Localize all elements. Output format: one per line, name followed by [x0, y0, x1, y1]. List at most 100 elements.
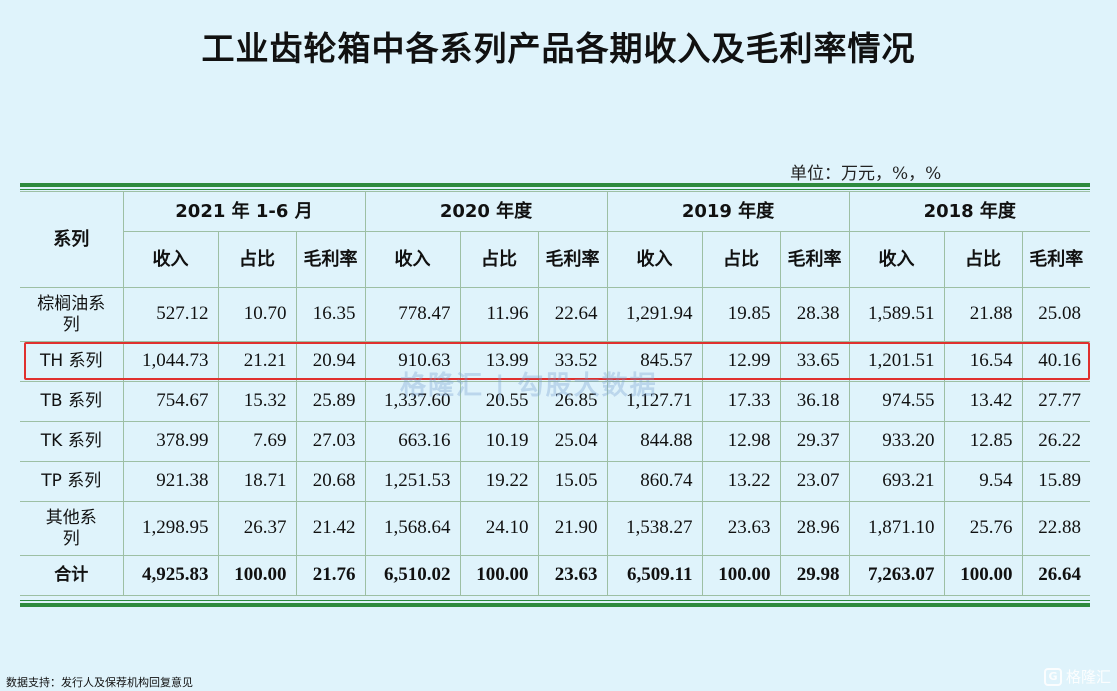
table-cell: 29.98 [779, 555, 850, 596]
table-cell: 27.03 [295, 421, 366, 462]
table-cell: 4,925.83 [122, 555, 219, 596]
table-cell: 10.70 [217, 287, 297, 342]
table-cell: 19.22 [459, 461, 539, 502]
table-cell: 24.10 [459, 501, 539, 556]
table-cell: 16.54 [943, 341, 1023, 382]
header-margin: 毛利率 [779, 231, 850, 288]
table-cell: 860.74 [606, 461, 703, 502]
page-title: 工业齿轮箱中各系列产品各期收入及毛利率情况 [201, 29, 916, 68]
table-cell: 15.05 [537, 461, 608, 502]
table-cell: 25.08 [1021, 287, 1091, 342]
table-bottom-rule [20, 603, 1090, 607]
table-cell: 15.32 [217, 381, 297, 422]
table-cell: 6,509.11 [606, 555, 703, 596]
table-cell: 21.21 [217, 341, 297, 382]
table-cell: 921.38 [122, 461, 219, 502]
table-cell: 26.37 [217, 501, 297, 556]
table-cell: 25.04 [537, 421, 608, 462]
table-cell: 12.85 [943, 421, 1023, 462]
table-cell: 13.42 [943, 381, 1023, 422]
table-cell: 910.63 [364, 341, 461, 382]
table-cell: 845.57 [606, 341, 703, 382]
table-cell: 1,251.53 [364, 461, 461, 502]
table-row: TH 系列 1,044.73 21.21 20.94 910.63 13.99 33.52 8… [20, 341, 1091, 382]
table-cell: 16.35 [295, 287, 366, 342]
table-cell: 28.96 [779, 501, 850, 556]
table-cell: 1,201.51 [848, 341, 945, 382]
table-row: TK 系列 378.99 7.69 27.03 663.16 10.19 25.04 844.… [20, 421, 1091, 462]
table-cell: 27.77 [1021, 381, 1091, 422]
header-revenue: 收入 [848, 231, 945, 288]
header-revenue: 收入 [364, 231, 461, 288]
table-cell: 36.18 [779, 381, 850, 422]
header-share: 占比 [217, 231, 297, 288]
table-cell: 21.88 [943, 287, 1023, 342]
table-bottom-rule-thin [20, 600, 1090, 601]
table-cell: 7,263.07 [848, 555, 945, 596]
table-cell: 17.33 [701, 381, 781, 422]
table-cell: 663.16 [364, 421, 461, 462]
table-cell: 693.21 [848, 461, 945, 502]
table-cell: 26.22 [1021, 421, 1091, 462]
table-row: TP 系列 921.38 18.71 20.68 1,251.53 19.22 15.05 8… [20, 461, 1091, 502]
logo-icon: G [1043, 667, 1062, 686]
table-cell: 21.42 [295, 501, 366, 556]
header-share: 占比 [459, 231, 539, 288]
table-cell: 20.68 [295, 461, 366, 502]
table-cell: 9.54 [943, 461, 1023, 502]
table-cell: 844.88 [606, 421, 703, 462]
table-cell: 22.64 [537, 287, 608, 342]
table-cell: 33.65 [779, 341, 850, 382]
table-cell: 7.69 [217, 421, 297, 462]
table-cell: 25.76 [943, 501, 1023, 556]
table-cell: 974.55 [848, 381, 945, 422]
header-period-2020: 2020 年度 [364, 191, 608, 232]
table-cell: 25.89 [295, 381, 366, 422]
source-note: 数据支持：发行人及保荐机构回复意见 [6, 676, 193, 689]
table-cell: 22.88 [1021, 501, 1091, 556]
table-cell: 754.67 [122, 381, 219, 422]
watermark: 格隆汇 | 勾股大数据 [400, 371, 658, 401]
unit-label: 单位：万元，%，% [790, 164, 942, 184]
table-row: TB 系列 754.67 15.32 25.89 1,337.60 20.55 26.85 1… [20, 381, 1091, 422]
table-cell: 6,510.02 [364, 555, 461, 596]
table-cell: 21.76 [295, 555, 366, 596]
row-label: TP 系列 [20, 461, 124, 502]
table-cell: 1,589.51 [848, 287, 945, 342]
table-cell: 1,538.27 [606, 501, 703, 556]
table-cell: 20.94 [295, 341, 366, 382]
table-cell: 13.99 [459, 341, 539, 382]
header-margin: 毛利率 [537, 231, 608, 288]
table-top-rule-thin [20, 189, 1090, 190]
table-cell: 378.99 [122, 421, 219, 462]
table-cell: 28.38 [779, 287, 850, 342]
table-cell: 527.12 [122, 287, 219, 342]
table-cell: 1,044.73 [122, 341, 219, 382]
row-label: TK 系列 [20, 421, 124, 462]
table-cell: 15.89 [1021, 461, 1091, 502]
table-cell: 26.64 [1021, 555, 1091, 596]
table-cell: 1,298.95 [122, 501, 219, 556]
header-period-2019: 2019 年度 [606, 191, 850, 232]
header-margin: 毛利率 [295, 231, 366, 288]
logo-text: 格隆汇 [1065, 668, 1111, 686]
table-cell: 100.00 [459, 555, 539, 596]
header-period-2018: 2018 年度 [848, 191, 1091, 232]
table-cell: 10.19 [459, 421, 539, 462]
table-cell: 1,337.60 [364, 381, 461, 422]
table-cell: 1,568.64 [364, 501, 461, 556]
table-cell: 778.47 [364, 287, 461, 342]
brand-logo: G 格隆汇 [1043, 666, 1111, 687]
table-cell: 40.16 [1021, 341, 1091, 382]
table-cell: 12.99 [701, 341, 781, 382]
table-cell: 12.98 [701, 421, 781, 462]
table-cell: 21.90 [537, 501, 608, 556]
table-cell: 100.00 [701, 555, 781, 596]
table-cell: 13.22 [701, 461, 781, 502]
header-share: 占比 [943, 231, 1023, 288]
table-top-rule [20, 183, 1090, 187]
table-cell: 29.37 [779, 421, 850, 462]
table-cell: 100.00 [217, 555, 297, 596]
table-cell: 11.96 [459, 287, 539, 342]
row-label: TH 系列 [20, 341, 124, 382]
